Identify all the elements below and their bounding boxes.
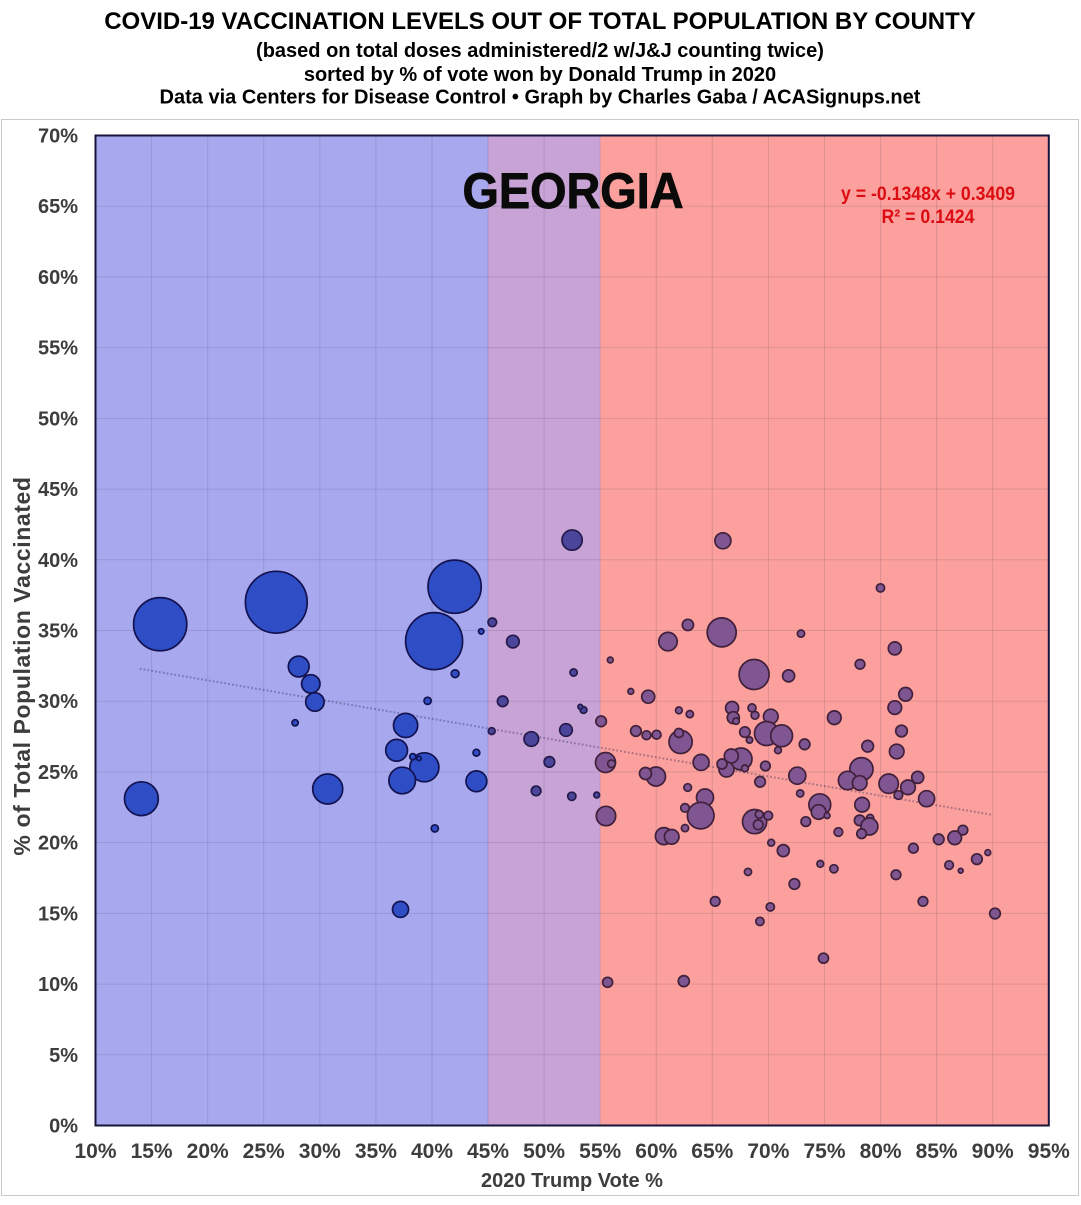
svg-text:2020 Trump Vote %: 2020 Trump Vote % — [481, 1170, 663, 1192]
svg-text:20%: 20% — [187, 1140, 229, 1163]
svg-text:30%: 30% — [38, 691, 78, 713]
svg-text:COVID-19 VACCINATION LEVELS OU: COVID-19 VACCINATION LEVELS OUT OF TOTAL… — [104, 8, 976, 35]
svg-text:80%: 80% — [860, 1140, 902, 1163]
svg-text:15%: 15% — [38, 903, 78, 925]
svg-text:70%: 70% — [747, 1140, 789, 1163]
svg-text:Data via Centers for Disease C: Data via Centers for Disease Control • G… — [160, 87, 921, 109]
svg-text:75%: 75% — [803, 1140, 845, 1163]
svg-text:30%: 30% — [299, 1140, 341, 1163]
svg-text:sorted by % of vote won by Don: sorted by % of vote won by Donald Trump … — [304, 64, 776, 86]
svg-text:R² = 0.1424: R² = 0.1424 — [882, 207, 975, 228]
svg-text:70%: 70% — [38, 126, 78, 148]
svg-text:40%: 40% — [38, 550, 78, 572]
svg-text:0%: 0% — [49, 1116, 78, 1138]
svg-text:35%: 35% — [38, 621, 78, 643]
svg-text:25%: 25% — [243, 1140, 285, 1163]
svg-text:y = -0.1348x + 0.3409: y = -0.1348x + 0.3409 — [841, 184, 1015, 205]
svg-text:(based on total doses administ: (based on total doses administered/2 w/J… — [256, 40, 824, 62]
svg-text:10%: 10% — [74, 1140, 116, 1163]
svg-text:90%: 90% — [972, 1140, 1014, 1163]
svg-text:20%: 20% — [38, 833, 78, 855]
svg-text:40%: 40% — [411, 1140, 453, 1163]
svg-text:25%: 25% — [38, 762, 78, 784]
svg-text:10%: 10% — [38, 974, 78, 996]
svg-text:65%: 65% — [38, 196, 78, 218]
svg-text:GEORGIA: GEORGIA — [463, 163, 684, 219]
svg-text:45%: 45% — [38, 479, 78, 501]
svg-text:55%: 55% — [38, 338, 78, 360]
svg-text:35%: 35% — [355, 1140, 397, 1163]
svg-text:85%: 85% — [916, 1140, 958, 1163]
svg-text:55%: 55% — [579, 1140, 621, 1163]
svg-text:60%: 60% — [635, 1140, 677, 1163]
svg-text:15%: 15% — [131, 1140, 173, 1163]
svg-text:50%: 50% — [38, 408, 78, 430]
svg-text:60%: 60% — [38, 267, 78, 289]
svg-text:% of Total Population Vaccinat: % of Total Population Vaccinated — [9, 476, 35, 855]
svg-text:65%: 65% — [691, 1140, 733, 1163]
svg-text:50%: 50% — [523, 1140, 565, 1163]
svg-text:95%: 95% — [1028, 1140, 1070, 1163]
svg-text:5%: 5% — [49, 1045, 78, 1067]
svg-text:45%: 45% — [467, 1140, 509, 1163]
